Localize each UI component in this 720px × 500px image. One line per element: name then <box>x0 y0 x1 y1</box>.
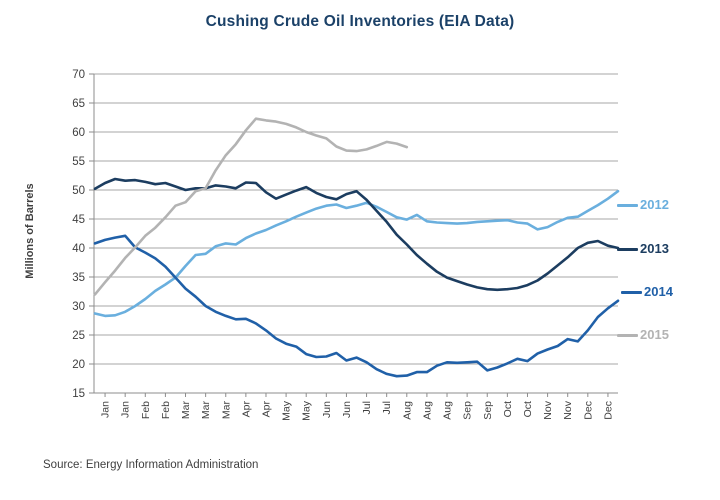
series-line-2012 <box>93 189 620 318</box>
x-tick-label: Oct <box>502 401 514 417</box>
y-axis-label: 15 <box>72 388 85 400</box>
y-axis-label: 45 <box>72 214 85 226</box>
x-tick-label: Nov <box>542 400 554 419</box>
y-axis-label: 70 <box>72 69 85 81</box>
x-tick-label: Aug <box>442 401 454 420</box>
y-axis-label: 40 <box>72 243 85 255</box>
x-tick-label: Apr <box>240 401 252 418</box>
series-line-2014 <box>93 234 620 378</box>
x-tick-label: Oct <box>522 401 534 417</box>
plot-area: 15 20 25 30 35 40 45 50 55 60 65 70 Jan Jan Feb Feb Mar M… <box>72 69 620 421</box>
y-axis-label: 20 <box>72 359 85 371</box>
chart-title: Cushing Crude Oil Inventories (EIA Data) <box>205 13 515 30</box>
y-axis-label: 60 <box>72 127 85 139</box>
x-tick-label: Jun <box>341 401 353 418</box>
x-tick-label: Sep <box>482 401 494 420</box>
y-axis-label: 55 <box>72 156 85 168</box>
y-axis-label: 50 <box>72 185 85 197</box>
x-tick-label: Mar <box>200 401 212 420</box>
x-tick-label: Dec <box>602 401 614 420</box>
source-text: Source: Energy Information Administratio… <box>43 459 259 471</box>
x-tick-label: Aug <box>421 401 433 420</box>
x-tick-label: Dec <box>582 401 594 420</box>
x-tick-label: Apr <box>260 401 272 418</box>
series-line-2015 <box>93 117 409 296</box>
y-axis-label: 35 <box>72 272 85 284</box>
x-tick-label: Mar <box>220 401 232 420</box>
y-axis-label: 65 <box>72 98 85 110</box>
x-tick-label: Nov <box>562 400 574 419</box>
x-tick-label: Jul <box>381 401 393 414</box>
x-tick-label: May <box>301 400 313 421</box>
x-tick-label: Aug <box>401 401 413 420</box>
x-tick-label: Sep <box>462 401 474 420</box>
x-tick-label: May <box>281 400 293 421</box>
y-axis-label: 30 <box>72 301 85 313</box>
series-line-2013 <box>93 177 620 292</box>
x-tick-label: Jun <box>321 401 333 418</box>
x-tick-label: Feb <box>160 401 172 419</box>
x-tick-label: Mar <box>180 401 192 420</box>
x-tick-label: Feb <box>140 401 152 419</box>
x-tick-label: Jul <box>361 401 373 414</box>
x-tick-label: Jan <box>120 401 132 418</box>
y-axis-label: 25 <box>72 330 85 342</box>
x-tick-label: Jan <box>100 401 112 418</box>
